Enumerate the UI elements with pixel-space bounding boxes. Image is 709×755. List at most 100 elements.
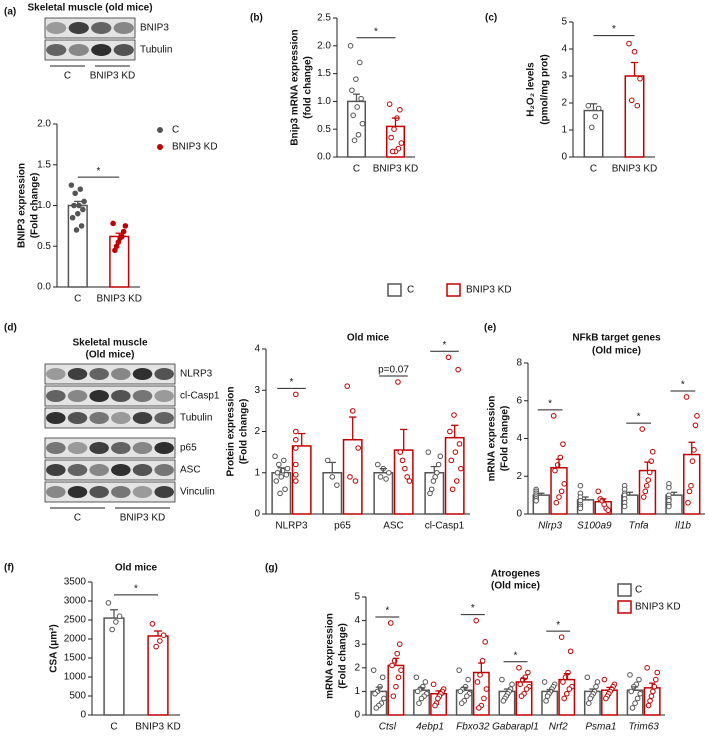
x-tick-label: Il1b (675, 521, 692, 532)
data-point (634, 695, 641, 702)
data-point (122, 223, 129, 229)
data-point (594, 679, 601, 685)
data-point (601, 676, 608, 683)
data-point (435, 461, 442, 468)
data-point (694, 413, 700, 419)
data-point (281, 457, 287, 464)
blot-lane (46, 442, 66, 454)
y-tick-label: 3500 (64, 577, 87, 588)
data-point (595, 105, 602, 112)
y-tick-label: 0 (80, 710, 86, 721)
data-point (292, 445, 299, 451)
data-point (352, 478, 359, 484)
y-axis-label: CSA (μm²) (49, 624, 60, 673)
blot-lane (67, 442, 88, 454)
data-point (394, 650, 400, 657)
data-point (458, 700, 465, 707)
data-point (390, 693, 397, 699)
blot-lane (67, 390, 88, 402)
chart-title: Old mice (115, 563, 158, 574)
blot-band-label: NLRP3 (180, 369, 213, 380)
data-point (78, 223, 85, 229)
data-point (558, 488, 565, 495)
data-point (374, 461, 381, 468)
blot-band-label: p65 (180, 443, 197, 454)
blot-band-label: Vinculin (180, 487, 215, 498)
blot-band-label: BNIP3 (140, 23, 169, 34)
x-tick-label: cl-Casp1 (425, 521, 465, 532)
y-tick-label: 1.5 (37, 159, 51, 170)
data-point (347, 474, 353, 480)
y-axis-label: mRNA expression (325, 613, 336, 699)
significance-label: * (443, 340, 447, 351)
y-axis-label: (Fold change) (239, 399, 250, 465)
data-point (74, 210, 81, 217)
data-point (481, 695, 487, 702)
y-tick-label: 3 (354, 639, 360, 650)
x-tick-label: 4ebp1 (416, 722, 444, 733)
y-tick-label: 1 (561, 125, 567, 136)
data-point (455, 366, 461, 373)
data-point (629, 705, 636, 711)
data-point (648, 458, 655, 464)
blot-lane (111, 390, 131, 402)
data-point (386, 101, 393, 107)
significance-label: * (471, 603, 475, 614)
blot-lane (154, 368, 174, 380)
data-point (153, 643, 159, 650)
blot-lane (111, 368, 131, 380)
data-point (639, 426, 646, 432)
data-point (116, 613, 123, 620)
panel-letter: (a) (4, 7, 16, 18)
blot-group-label: BNIP3 KD (90, 71, 136, 82)
data-point (477, 672, 483, 678)
x-tick-label: Trim63 (628, 722, 659, 733)
x-tick-label: ASC (383, 521, 404, 532)
data-point (283, 472, 290, 478)
data-point (73, 227, 80, 233)
data-point (683, 394, 690, 400)
y-axis-label: H₂O₂ levels (526, 62, 537, 117)
data-point (105, 600, 112, 606)
data-point (479, 657, 486, 664)
legend-marker (617, 600, 632, 614)
data-point (631, 48, 638, 55)
data-point (334, 482, 340, 488)
blot-lane (111, 412, 131, 424)
data-point (389, 662, 395, 669)
bar (346, 100, 367, 158)
x-tick-label: Psma1 (585, 722, 616, 733)
blot-lane (111, 464, 131, 476)
data-point (648, 693, 655, 699)
data-point (278, 474, 285, 480)
data-point (277, 490, 283, 497)
blot-lane (89, 412, 109, 424)
data-point (500, 698, 507, 704)
data-point (393, 683, 399, 690)
y-tick-label: 1500 (64, 653, 87, 664)
y-tick-label: 5 (354, 592, 360, 603)
blot-lane (46, 486, 66, 498)
data-point (456, 667, 462, 673)
data-point (430, 478, 437, 484)
blot-lane (89, 368, 109, 380)
x-tick-label: BNIP3 KD (135, 722, 181, 733)
data-point (110, 220, 116, 227)
data-point (112, 247, 118, 254)
data-point (109, 626, 115, 633)
significance-label: * (374, 26, 378, 37)
data-point (72, 190, 79, 197)
blot-group-label: C (64, 71, 71, 82)
data-point (273, 478, 280, 484)
panel-letter: (e) (484, 323, 496, 334)
data-point (427, 490, 433, 497)
data-point (458, 465, 464, 472)
significance-label: * (681, 380, 685, 391)
data-point (381, 695, 387, 702)
data-point (275, 461, 282, 468)
data-point (377, 474, 384, 480)
y-tick-label: 2 (561, 98, 567, 109)
significance-label: * (612, 24, 616, 35)
data-point (686, 488, 693, 495)
